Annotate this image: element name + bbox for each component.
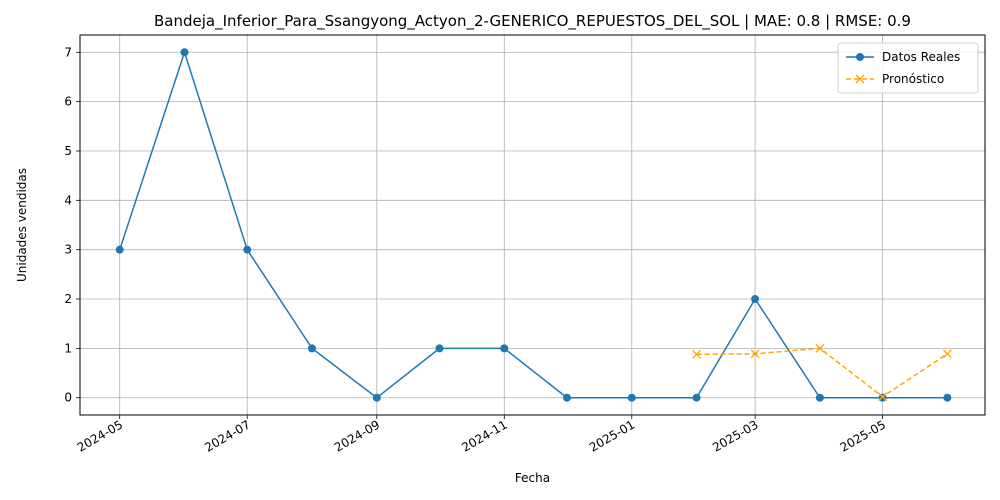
x-tick-label: 2024-09 bbox=[332, 417, 382, 454]
series-layer bbox=[115, 48, 952, 402]
y-tick-label: 7 bbox=[64, 45, 72, 59]
data-point bbox=[243, 245, 252, 254]
x-tick-label: 2024-11 bbox=[459, 417, 509, 454]
data-point bbox=[878, 393, 887, 402]
data-point bbox=[435, 344, 444, 353]
legend-marker bbox=[855, 74, 865, 84]
series-line-0 bbox=[118, 49, 948, 399]
x-tick-label: 2025-01 bbox=[587, 417, 637, 454]
forecast-point bbox=[815, 343, 825, 353]
data-point bbox=[562, 393, 571, 402]
data-point bbox=[372, 393, 381, 402]
y-tick-label: 6 bbox=[64, 95, 72, 109]
legend-marker bbox=[856, 53, 864, 61]
y-axis-ticks: 0 1 2 3 4 5 6 7 bbox=[64, 45, 80, 405]
data-point bbox=[307, 344, 316, 353]
y-tick-label: 4 bbox=[64, 193, 72, 207]
y-tick-label: 2 bbox=[64, 292, 72, 306]
data-point bbox=[180, 48, 189, 57]
series-line-1 bbox=[696, 347, 948, 398]
x-tick-label: 2025-05 bbox=[838, 417, 888, 454]
x-tick-label: 2025-03 bbox=[710, 417, 760, 454]
legend-box bbox=[837, 42, 979, 94]
forecast-point bbox=[878, 392, 888, 402]
chart-title: Bandeja_Inferior_Para_Ssangyong_Actyon_2… bbox=[154, 12, 911, 31]
y-tick-label: 5 bbox=[64, 144, 72, 158]
y-tick-label: 0 bbox=[64, 391, 72, 405]
data-point bbox=[815, 393, 824, 402]
x-tick-label: 2024-07 bbox=[202, 417, 252, 454]
y-axis-label: Unidades vendidas bbox=[15, 168, 29, 282]
x-tick-label: 2024-05 bbox=[75, 417, 125, 454]
plot-frame bbox=[79, 34, 986, 416]
data-point bbox=[627, 393, 636, 402]
data-point bbox=[751, 295, 760, 304]
data-point bbox=[943, 393, 952, 402]
forecast-point bbox=[750, 349, 760, 359]
forecast-point bbox=[942, 349, 952, 359]
legend: Datos Reales Pronóstico bbox=[837, 42, 979, 94]
data-point bbox=[115, 245, 124, 254]
legend-label: Datos Reales bbox=[882, 50, 960, 64]
x-axis-label: Fecha bbox=[515, 471, 550, 485]
forecast-point bbox=[692, 349, 702, 359]
x-axis-ticks: 2024-05 2024-07 2024-09 2024-11 2025-01 2025-… bbox=[75, 415, 888, 455]
data-point bbox=[500, 344, 509, 353]
y-tick-label: 3 bbox=[64, 243, 72, 257]
y-tick-label: 1 bbox=[64, 341, 72, 355]
data-point bbox=[692, 393, 701, 402]
legend-label: Pronóstico bbox=[882, 72, 944, 86]
